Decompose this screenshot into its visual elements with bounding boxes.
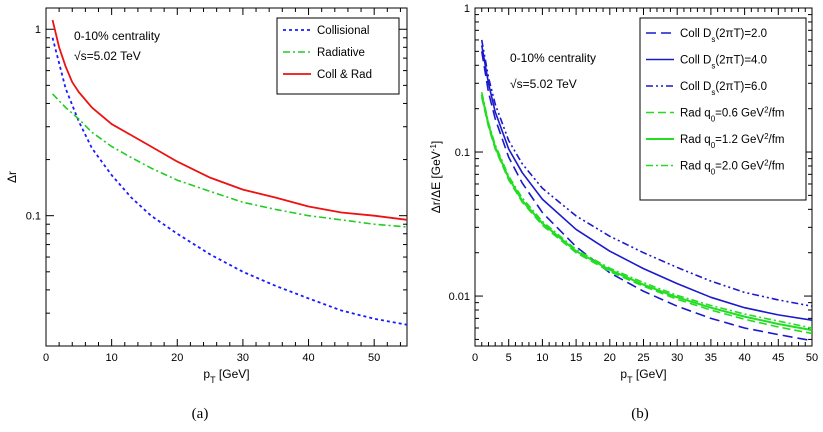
annotation-centrality: 0-10% centrality [74, 29, 160, 43]
legend-entry: Coll Ds(2πT)=6.0 [680, 81, 767, 97]
y-axis-title: Δr [5, 171, 19, 183]
annotation-energy: √s=5.02 TeV [74, 49, 141, 63]
x-tick-label: 0 [43, 352, 49, 364]
series-line-2 [51, 93, 407, 228]
y-axis-title: Δr/ΔE [GeV-1] [429, 141, 444, 214]
chart-panel-a: 0 10 20 30 40 50 0.1 1 0-10% centrality √s=5.02 T… [5, 7, 408, 422]
series-group [51, 19, 407, 326]
panel-caption: (b) [631, 406, 649, 422]
annotation-energy: √s=5.02 TeV [510, 77, 577, 91]
series-line-3 [51, 19, 407, 221]
y-tick-label: 0.1 [26, 211, 41, 223]
legend-entry: Coll & Rad [317, 69, 372, 81]
x-tick-label: 40 [302, 352, 314, 364]
annotation-centrality: 0-10% centrality [510, 51, 596, 65]
legend-entry: Radiative [317, 47, 365, 59]
series-line-6 [480, 92, 812, 329]
series-line-2 [480, 45, 812, 321]
legend-entry: Rad q0=1.2 GeV2/fm [680, 132, 785, 150]
x-tick-label: 30 [671, 352, 683, 364]
y-tick-label: 0.1 [455, 147, 470, 159]
x-tick-label: 5 [506, 352, 512, 364]
x-tick-label: 30 [237, 352, 249, 364]
x-tick-label: 45 [772, 352, 784, 364]
x-tick-label: 10 [536, 352, 548, 364]
x-tick-label: 35 [705, 352, 717, 364]
legend-entry: Collisional [317, 25, 369, 37]
legend-box [639, 17, 807, 201]
plot-frame [45, 7, 408, 347]
x-tick-label: 15 [570, 352, 582, 364]
panel-caption: (a) [192, 406, 209, 422]
series-line-3 [480, 39, 812, 308]
x-tick-label: 10 [106, 352, 118, 364]
y-tick-label: 1 [35, 24, 41, 36]
x-tick-label: 50 [368, 352, 380, 364]
chart-panel-b: 0 5 10 15 20 25 30 35 40 45 50 0.01 0.1 1 0-10% centra… [429, 3, 819, 422]
legend-entry: Coll Ds(2πT)=4.0 [680, 55, 767, 71]
x-tick-label: 25 [637, 352, 649, 364]
series-line-1 [51, 37, 407, 326]
x-axis-title: pT [GeV] [203, 367, 249, 385]
series-line-4 [480, 97, 812, 335]
x-tick-label: 40 [738, 352, 750, 364]
x-tick-label: 0 [472, 352, 478, 364]
legend-entry: Rad q0=0.6 GeV2/fm [680, 105, 785, 123]
x-tick-label: 50 [806, 352, 818, 364]
series-group [480, 39, 812, 342]
y-tick-label: 0.01 [449, 291, 470, 303]
series-line-5 [480, 94, 812, 332]
legend-entry: Rad q0=2.0 GeV2/fm [680, 158, 785, 176]
legend-entry: Coll Ds(2πT)=2.0 [680, 28, 767, 44]
x-axis-title: pT [GeV] [620, 367, 666, 385]
y-tick-label: 1 [464, 3, 470, 15]
x-tick-label: 20 [604, 352, 616, 364]
x-tick-label: 20 [171, 352, 183, 364]
